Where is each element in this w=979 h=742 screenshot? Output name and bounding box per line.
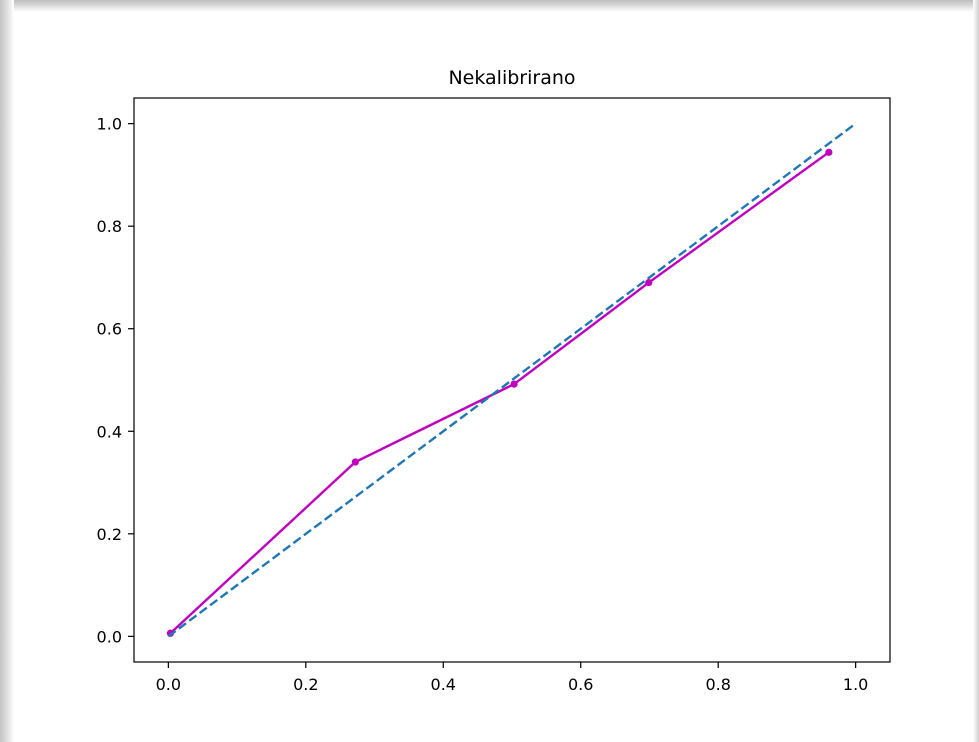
- y-tick-label: 0.4: [97, 422, 122, 441]
- x-tick-label: 0.0: [156, 675, 181, 694]
- data-point: [510, 380, 518, 388]
- x-tick-label: 1.0: [843, 675, 868, 694]
- y-tick-label: 0.6: [97, 320, 122, 339]
- reference-diagonal-line: [167, 122, 857, 638]
- x-tick-label: 0.6: [568, 675, 593, 694]
- x-tick-label: 0.4: [431, 675, 456, 694]
- chart-title: Nekalibrirano: [448, 67, 575, 89]
- data-point: [645, 278, 653, 287]
- y-axis: 0.0 0.2 0.4 0.6 0.8 1.0: [97, 115, 134, 646]
- y-tick-label: 1.0: [97, 115, 122, 134]
- y-tick-label: 0.2: [97, 525, 122, 544]
- frame-shadow-top: [0, 0, 979, 12]
- frame-shadow-right: [973, 0, 979, 742]
- x-tick-label: 0.8: [705, 675, 730, 694]
- x-axis: 0.0 0.2 0.4 0.6 0.8 1.0: [156, 662, 868, 694]
- series-layer: [166, 122, 857, 638]
- data-point: [825, 148, 833, 156]
- x-tick-label: 0.2: [293, 675, 318, 694]
- axes-frame: [133, 97, 891, 663]
- y-tick-label: 0.0: [97, 627, 122, 646]
- frame-shadow-left: [0, 0, 14, 742]
- data-point: [351, 458, 359, 466]
- y-tick-label: 0.8: [97, 217, 122, 236]
